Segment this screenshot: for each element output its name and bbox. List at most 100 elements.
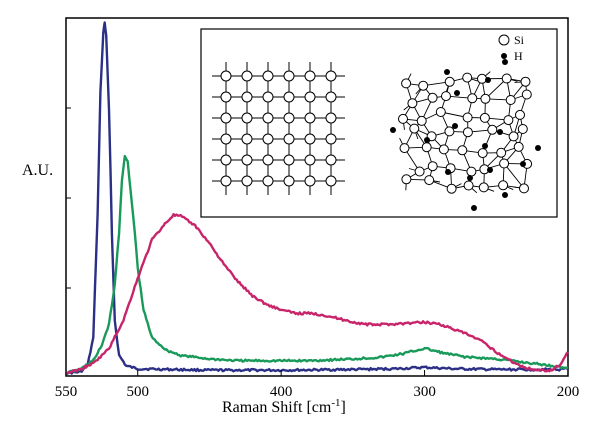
si-atom <box>477 148 488 159</box>
si-atom <box>241 175 253 187</box>
si-atom <box>283 112 295 124</box>
si-atom <box>446 183 457 194</box>
si-atom <box>416 115 427 126</box>
si-atom <box>220 154 232 166</box>
si-atom <box>262 133 274 145</box>
si-atom <box>325 70 337 82</box>
si-atom <box>262 70 274 82</box>
si-atom <box>325 112 337 124</box>
si-atom <box>444 76 455 87</box>
si-atom <box>304 91 316 103</box>
si-atom <box>220 91 232 103</box>
si-atom <box>435 107 446 117</box>
si-atom <box>418 80 429 91</box>
series-group <box>65 21 569 376</box>
si-atom <box>283 70 295 82</box>
series-line-2 <box>65 154 569 375</box>
h-atom <box>452 123 458 129</box>
si-atom <box>325 154 337 166</box>
si-atom <box>325 133 337 145</box>
x-axis-label: Raman Shift [cm-1] <box>222 397 346 416</box>
si-atom <box>508 131 519 142</box>
si-atom <box>325 91 337 103</box>
h-atom <box>502 59 508 65</box>
filled-circle-icon <box>501 53 507 59</box>
crystalline-lattice-diagram <box>212 62 345 195</box>
legend-label-h: H <box>514 49 523 63</box>
si-atom <box>478 182 489 193</box>
x-tick-label: 550 <box>55 384 78 400</box>
si-atom <box>513 141 524 152</box>
si-atom <box>505 95 516 105</box>
si-atom <box>496 147 507 158</box>
si-atom <box>283 175 295 187</box>
si-atom <box>520 76 531 87</box>
amorphous-network-diagram <box>390 59 541 211</box>
si-atom <box>480 93 491 104</box>
series-line-1 <box>65 21 569 376</box>
si-atom <box>241 91 253 103</box>
h-atom <box>471 205 477 211</box>
si-atom <box>503 115 514 126</box>
si-atom <box>401 174 412 185</box>
si-atom <box>499 158 510 169</box>
si-atom <box>241 133 253 145</box>
si-atom <box>421 142 432 153</box>
si-atom <box>519 183 529 194</box>
si-atom <box>457 145 468 156</box>
si-atom <box>487 124 498 135</box>
x-tick-label: 200 <box>557 384 580 400</box>
si-atom <box>241 154 253 166</box>
x-ticks: 550 500 400 300 200 <box>55 370 580 400</box>
si-atom <box>517 124 528 134</box>
si-atom <box>283 154 295 166</box>
si-atom <box>463 180 474 191</box>
si-atom <box>220 112 232 124</box>
si-atom <box>241 112 253 124</box>
si-atom <box>304 175 316 187</box>
si-atom <box>427 92 438 103</box>
si-atom <box>220 175 232 187</box>
h-atom <box>445 169 451 175</box>
h-atom <box>535 145 541 151</box>
si-atom <box>438 144 449 155</box>
si-atom <box>283 133 295 145</box>
x-axis-label-sup: -1 <box>331 397 340 409</box>
si-atom <box>414 166 425 177</box>
h-atom <box>454 90 460 96</box>
si-atom <box>399 143 410 154</box>
si-atom <box>477 73 487 84</box>
si-atom <box>462 72 473 83</box>
si-atom <box>220 133 232 145</box>
x-axis-label-close: ] <box>340 399 345 416</box>
si-atom <box>220 70 232 82</box>
si-atom <box>283 91 295 103</box>
si-atom <box>304 133 316 145</box>
h-atom <box>497 129 503 135</box>
si-atom <box>441 91 451 102</box>
si-atom <box>262 91 274 103</box>
si-atom <box>262 112 274 124</box>
si-atom <box>407 98 418 109</box>
legend-label-si: Si <box>514 33 525 47</box>
si-atom <box>241 70 253 82</box>
h-atom <box>502 192 508 198</box>
h-atom <box>487 167 493 173</box>
h-atom <box>390 127 396 133</box>
x-axis-label-main: Raman Shift [cm <box>222 399 332 416</box>
h-atom <box>482 143 488 149</box>
si-atom <box>401 78 412 89</box>
x-tick-label: 300 <box>413 384 436 400</box>
x-tick-label: 400 <box>270 384 293 400</box>
network-bond <box>503 163 525 189</box>
y-axis-label: A.U. <box>22 162 53 179</box>
y-ticks <box>66 107 71 289</box>
inset-diagram: Si H <box>200 28 558 218</box>
inset-legend: Si H <box>498 33 525 63</box>
si-atom <box>466 166 477 177</box>
si-atom <box>424 175 435 186</box>
plot-frame <box>65 17 569 377</box>
si-atom <box>262 154 274 166</box>
h-atom <box>467 175 473 181</box>
si-atom <box>444 126 455 137</box>
